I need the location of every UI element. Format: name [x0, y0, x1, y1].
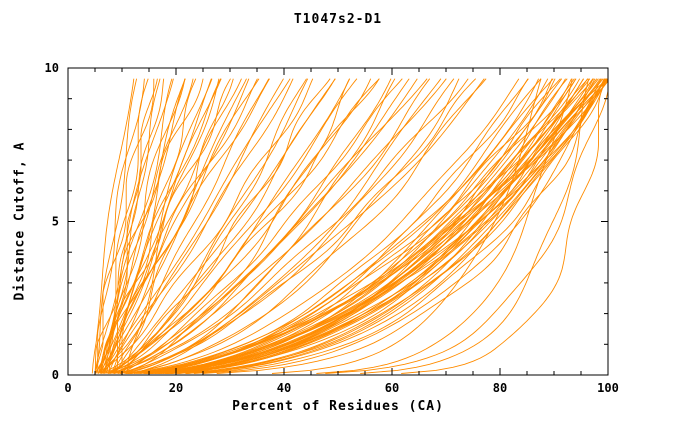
y-tick-label: 5 [52, 215, 59, 229]
model-curve [108, 78, 250, 374]
model-curve [145, 78, 556, 374]
model-curve [108, 78, 380, 374]
model-curve [121, 78, 350, 374]
x-tick-label: 80 [493, 381, 507, 395]
model-curve [316, 78, 573, 374]
x-tick-label: 60 [385, 381, 399, 395]
model-curve [109, 78, 410, 374]
model-curve [144, 78, 591, 374]
x-tick-label: 40 [277, 381, 291, 395]
model-curve [138, 78, 542, 374]
model-curve [107, 78, 331, 374]
model-curve [113, 78, 477, 374]
model-curve [94, 78, 138, 374]
model-curve [121, 78, 186, 374]
model-curve [149, 78, 563, 374]
model-curve [158, 78, 607, 374]
model-curve [170, 78, 602, 374]
model-curve [136, 78, 529, 374]
y-axis-label: Distance Cutoff, A [12, 141, 28, 301]
model-curve [360, 78, 590, 374]
model-curve [101, 78, 294, 374]
model-curve [165, 78, 585, 374]
y-tick-label: 10 [45, 61, 59, 75]
model-curve [145, 78, 581, 374]
model-curve [97, 78, 145, 374]
model-curve [94, 78, 174, 374]
model-curve [100, 78, 336, 374]
model-curve [126, 78, 487, 374]
model-curve [185, 78, 584, 374]
model-curve [178, 78, 608, 374]
model-curve [325, 78, 609, 374]
model-curve [109, 78, 358, 374]
model-curve [126, 78, 460, 374]
model-curve [165, 78, 609, 374]
model-curve [109, 78, 392, 374]
model-curve [119, 78, 469, 374]
model-curve [185, 78, 596, 374]
x-tick-label: 0 [64, 381, 71, 395]
model-curve [202, 78, 606, 374]
model-curve [107, 78, 431, 374]
model-curve [124, 78, 396, 374]
model-curve [154, 78, 598, 374]
model-curve [271, 78, 542, 374]
model-curve [108, 78, 186, 374]
model-curve [133, 78, 604, 374]
model-curve [130, 78, 442, 374]
model-curve [150, 78, 577, 374]
model-curve [401, 78, 606, 374]
model-curve [100, 78, 258, 374]
model-curve [103, 78, 213, 374]
model-curve [170, 78, 572, 374]
model-curve [101, 78, 291, 374]
plot-title: T1047s2-D1 [293, 12, 383, 27]
model-curve [161, 78, 568, 374]
model-curve [121, 78, 309, 374]
model-curve [95, 78, 270, 374]
model-curve [98, 78, 260, 374]
model-curve [120, 78, 428, 374]
model-curve [105, 78, 242, 374]
model-curve [94, 78, 204, 374]
model-curve [193, 78, 607, 374]
model-curve [125, 78, 520, 374]
x-tick-label: 100 [597, 381, 619, 395]
model-curve [119, 78, 455, 374]
model-curve [176, 78, 606, 374]
model-curve [114, 78, 403, 374]
model-curve [148, 78, 609, 374]
model-curve [94, 78, 155, 374]
model-curve [129, 78, 577, 374]
model-curve [97, 78, 284, 374]
model-curve [149, 78, 609, 374]
model-curve [126, 78, 220, 374]
y-tick-label: 0 [52, 368, 59, 382]
x-tick-label: 20 [169, 381, 183, 395]
x-axis-label: Percent of Residues (CA) [232, 399, 444, 414]
model-curve [91, 78, 135, 374]
model-curve [127, 78, 554, 374]
model-curve [116, 78, 158, 374]
model-curve [186, 78, 602, 374]
model-curve [114, 78, 234, 374]
model-curve [116, 78, 380, 374]
model-curve [216, 78, 609, 374]
model-curve [103, 78, 418, 374]
model-curve [162, 78, 575, 374]
